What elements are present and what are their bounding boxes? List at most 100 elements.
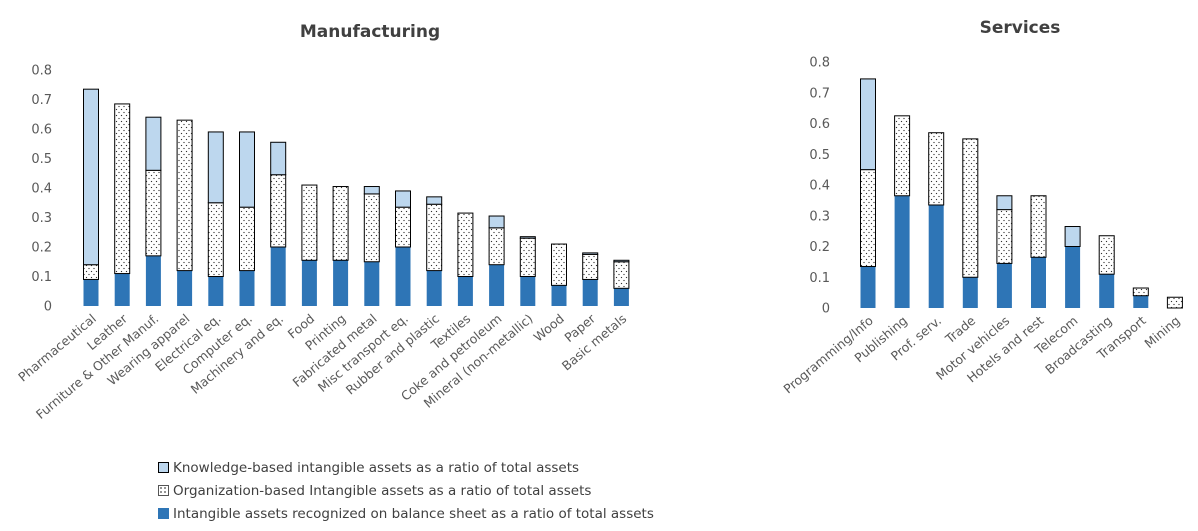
- bar-segment-balance: [582, 279, 598, 306]
- bar-segment-balance: [364, 261, 380, 306]
- bar-segment-organization: [1030, 195, 1047, 258]
- y-tick-label: 0.2: [809, 240, 830, 255]
- services-chart-title: Services: [980, 18, 1061, 38]
- bar-segment-knowledge: [996, 195, 1013, 211]
- bar-segment-organization: [582, 253, 599, 280]
- y-tick-label: 0: [44, 300, 52, 315]
- y-tick-label: 0.8: [809, 56, 830, 71]
- bar-segment-organization: [519, 237, 536, 277]
- bar-segment-balance: [114, 273, 130, 306]
- bar-segment-knowledge: [613, 259, 630, 263]
- bar-segment-organization: [457, 212, 474, 277]
- bar-segment-balance: [996, 263, 1012, 308]
- bar-segment-organization: [996, 209, 1013, 264]
- y-tick-label: 0.4: [809, 179, 830, 194]
- chart-legend: Knowledge-based intangible assets as a r…: [158, 456, 654, 525]
- bar-segment-organization: [488, 227, 505, 266]
- bar-segment-balance: [83, 279, 99, 306]
- bar-segment-organization: [1166, 296, 1183, 309]
- bar-segment-organization: [860, 169, 876, 267]
- y-tick-label: 0.6: [31, 123, 52, 138]
- y-tick-label: 0.5: [809, 148, 830, 163]
- y-tick-label: 0.7: [809, 86, 830, 101]
- bar-segment-balance: [333, 260, 349, 306]
- bar-segment-knowledge: [207, 131, 224, 204]
- knowledge-swatch-icon: [158, 462, 169, 473]
- bar-segment-organization: [551, 243, 567, 286]
- bar-segment-knowledge: [145, 116, 162, 171]
- y-tick-label: 0.5: [31, 152, 52, 167]
- bar-segment-balance: [426, 270, 442, 306]
- bar-segment-balance: [395, 247, 411, 306]
- legend-label-balance: Intangible assets recognized on balance …: [173, 505, 654, 522]
- bar-segment-organization: [613, 261, 630, 289]
- y-tick-label: 0.1: [31, 270, 52, 285]
- bar-segment-organization: [207, 202, 224, 277]
- bar-segment-knowledge: [582, 252, 599, 255]
- bar-segment-organization: [176, 119, 193, 272]
- legend-label-organization: Organization-based Intangible assets as …: [173, 482, 592, 499]
- y-tick-label: 0.1: [809, 271, 830, 286]
- y-tick-label: 0.6: [809, 117, 830, 132]
- bar-segment-balance: [457, 276, 473, 306]
- bar-segment-knowledge: [83, 88, 99, 266]
- bar-segment-balance: [145, 255, 161, 306]
- bar-segment-knowledge: [363, 186, 380, 195]
- bar-segment-balance: [962, 277, 978, 308]
- bar-segment-knowledge: [1064, 226, 1081, 247]
- bar-segment-balance: [613, 288, 629, 306]
- bar-segment-organization: [270, 174, 287, 248]
- bar-segment-organization: [83, 264, 99, 280]
- bar-segment-balance: [239, 270, 255, 306]
- bar-segment-organization: [145, 169, 162, 257]
- organization-swatch-icon: [158, 485, 169, 496]
- bar-segment-organization: [332, 186, 349, 261]
- bar-segment-organization: [1132, 287, 1149, 297]
- bar-segment-organization: [962, 138, 979, 278]
- y-tick-label: 0.8: [31, 64, 52, 79]
- bar-segment-balance: [1099, 274, 1115, 308]
- y-tick-label: 0.2: [31, 241, 52, 256]
- y-tick-label: 0: [822, 302, 830, 317]
- legend-item-knowledge: Knowledge-based intangible assets as a r…: [158, 456, 654, 479]
- bar-segment-balance: [894, 195, 910, 308]
- bar-segment-organization: [301, 184, 318, 261]
- legend-item-balance: Intangible assets recognized on balance …: [158, 502, 654, 525]
- y-tick-label: 0.3: [31, 211, 52, 226]
- bar-segment-knowledge: [239, 131, 255, 208]
- bar-segment-balance: [860, 266, 876, 308]
- bar-segment-knowledge: [519, 236, 536, 239]
- category-label: Wood: [531, 311, 567, 345]
- legend-label-knowledge: Knowledge-based intangible assets as a r…: [173, 459, 580, 476]
- bar-segment-balance: [1133, 295, 1149, 308]
- bar-segment-balance: [177, 270, 193, 306]
- bar-segment-balance: [208, 276, 224, 306]
- manufacturing-chart: 00.10.20.30.40.50.60.70.8PharmaceuticalL…: [15, 64, 630, 422]
- bar-segment-balance: [1065, 246, 1081, 308]
- bar-segment-knowledge: [395, 190, 411, 208]
- bar-segment-organization: [239, 206, 255, 272]
- bar-segment-organization: [1098, 235, 1115, 275]
- manufacturing-chart-title: Manufacturing: [300, 22, 440, 42]
- bar-segment-balance: [928, 204, 944, 308]
- bar-segment-knowledge: [270, 141, 287, 176]
- bar-segment-balance: [489, 264, 505, 306]
- bar-segment-organization: [426, 203, 443, 272]
- bar-segment-knowledge: [426, 196, 443, 205]
- bar-segment-organization: [894, 115, 911, 197]
- bar-segment-organization: [363, 193, 380, 263]
- bar-segment-balance: [520, 276, 536, 306]
- bar-segment-balance: [1031, 257, 1046, 308]
- bar-segment-organization: [114, 103, 131, 275]
- bar-segment-balance: [270, 247, 286, 306]
- category-label: Mining: [1141, 313, 1182, 351]
- y-tick-label: 0.4: [31, 182, 52, 197]
- balance-swatch-icon: [158, 508, 169, 519]
- bar-segment-knowledge: [488, 215, 505, 229]
- bar-segment-balance: [301, 260, 317, 306]
- bar-segment-balance: [551, 285, 567, 306]
- bar-segment-organization: [928, 132, 945, 206]
- y-tick-label: 0.7: [31, 93, 52, 108]
- services-chart: 00.10.20.30.40.50.60.70.8Programming/Inf…: [780, 56, 1183, 396]
- bar-segment-knowledge: [860, 78, 876, 171]
